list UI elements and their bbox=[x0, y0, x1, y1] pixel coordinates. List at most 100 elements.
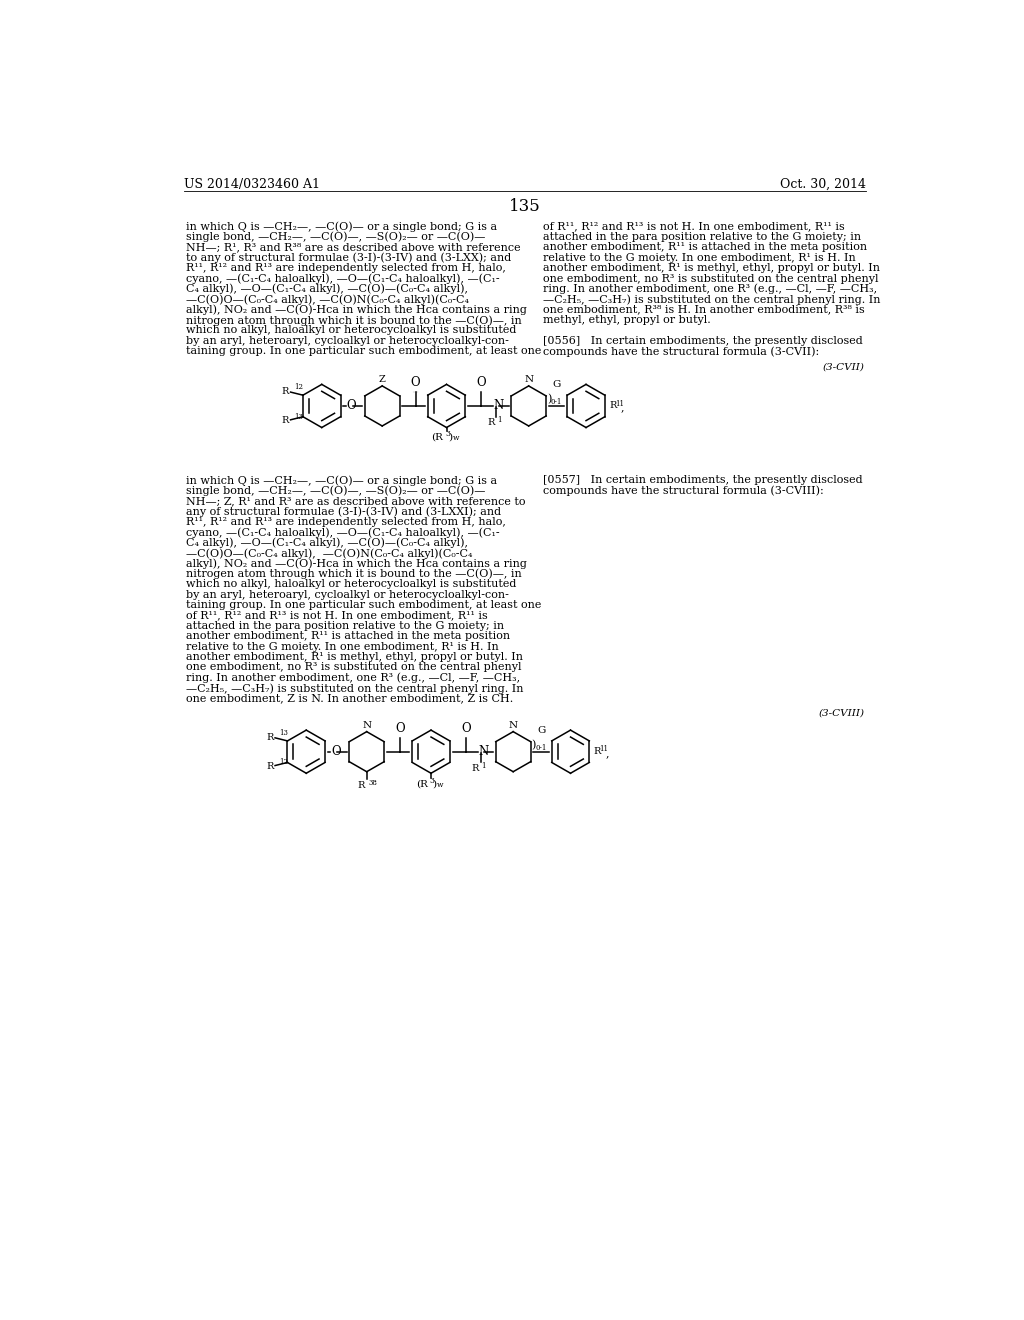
Text: which no alkyl, haloalkyl or heterocycloalkyl is substituted: which no alkyl, haloalkyl or heterocyclo… bbox=[186, 326, 516, 335]
Text: 13: 13 bbox=[295, 413, 303, 421]
Text: single bond, —CH₂—, —C(O)—, —S(O)₂— or —C(O)—: single bond, —CH₂—, —C(O)—, —S(O)₂— or —… bbox=[186, 486, 485, 496]
Text: —C(O)O—(C₀-C₄ alkyl),  —C(O)N(C₀-C₄ alkyl)(C₀-C₄: —C(O)O—(C₀-C₄ alkyl), —C(O)N(C₀-C₄ alkyl… bbox=[186, 548, 473, 558]
Text: another embodiment, R¹ is methyl, ethyl, propyl or butyl. In: another embodiment, R¹ is methyl, ethyl,… bbox=[543, 263, 880, 273]
Text: O: O bbox=[476, 376, 486, 389]
Text: R: R bbox=[594, 747, 601, 756]
Text: G: G bbox=[552, 380, 561, 389]
Text: which no alkyl, haloalkyl or heterocycloalkyl is substituted: which no alkyl, haloalkyl or heterocyclo… bbox=[186, 579, 516, 589]
Text: 11: 11 bbox=[614, 400, 624, 408]
Text: 1: 1 bbox=[497, 416, 502, 424]
Text: ): ) bbox=[547, 393, 551, 404]
Text: Oct. 30, 2014: Oct. 30, 2014 bbox=[780, 178, 866, 190]
Text: cyano, —(C₁-C₄ haloalkyl), —O—(C₁-C₄ haloalkyl), —(C₁-: cyano, —(C₁-C₄ haloalkyl), —O—(C₁-C₄ hal… bbox=[186, 527, 500, 537]
Text: 135: 135 bbox=[509, 198, 541, 215]
Text: R: R bbox=[282, 387, 289, 396]
Text: [0556]   In certain embodiments, the presently disclosed: [0556] In certain embodiments, the prese… bbox=[543, 335, 862, 346]
Text: O: O bbox=[346, 400, 356, 412]
Text: O: O bbox=[395, 722, 404, 735]
Text: ): ) bbox=[449, 433, 453, 441]
Text: N: N bbox=[478, 746, 488, 758]
Text: taining group. In one particular such embodiment, at least one: taining group. In one particular such em… bbox=[186, 346, 542, 356]
Text: in which Q is —CH₂—, —C(O)— or a single bond; G is a: in which Q is —CH₂—, —C(O)— or a single … bbox=[186, 222, 498, 232]
Text: attached in the para position relative to the G moiety; in: attached in the para position relative t… bbox=[543, 232, 861, 242]
Text: —C₂H₅, —C₃H₇) is substituted on the central phenyl ring. In: —C₂H₅, —C₃H₇) is substituted on the cent… bbox=[543, 294, 880, 305]
Text: C₄ alkyl), —O—(C₁-C₄ alkyl), —C(O)—(C₀-C₄ alkyl),: C₄ alkyl), —O—(C₁-C₄ alkyl), —C(O)—(C₀-C… bbox=[186, 284, 468, 294]
Text: of R¹¹, R¹² and R¹³ is not H. In one embodiment, R¹¹ is: of R¹¹, R¹² and R¹³ is not H. In one emb… bbox=[543, 222, 845, 231]
Text: alkyl), NO₂ and —C(O)-Hca in which the Hca contains a ring: alkyl), NO₂ and —C(O)-Hca in which the H… bbox=[186, 558, 527, 569]
Text: (R: (R bbox=[416, 779, 428, 788]
Text: R: R bbox=[266, 762, 273, 771]
Text: w: w bbox=[453, 434, 459, 442]
Text: R: R bbox=[487, 418, 495, 428]
Text: 12: 12 bbox=[279, 759, 288, 767]
Text: 38: 38 bbox=[369, 779, 377, 787]
Text: ): ) bbox=[432, 779, 436, 788]
Text: to any of structural formulae (3-I)-(3-IV) and (3-LXX); and: to any of structural formulae (3-I)-(3-I… bbox=[186, 252, 511, 263]
Text: Z: Z bbox=[379, 375, 386, 384]
Text: US 2014/0323460 A1: US 2014/0323460 A1 bbox=[183, 178, 319, 190]
Text: nitrogen atom through which it is bound to the —C(O)—, in: nitrogen atom through which it is bound … bbox=[186, 315, 522, 326]
Text: NH—; R¹, R³ and R³⁸ are as described above with reference: NH—; R¹, R³ and R³⁸ are as described abo… bbox=[186, 243, 521, 252]
Text: (3-CVIII): (3-CVIII) bbox=[818, 709, 864, 718]
Text: R: R bbox=[282, 416, 289, 425]
Text: another embodiment, R¹¹ is attached in the meta position: another embodiment, R¹¹ is attached in t… bbox=[543, 243, 866, 252]
Text: 12: 12 bbox=[295, 384, 303, 392]
Text: alkyl), NO₂ and —C(O)-Hca in which the Hca contains a ring: alkyl), NO₂ and —C(O)-Hca in which the H… bbox=[186, 305, 527, 315]
Text: C₄ alkyl), —O—(C₁-C₄ alkyl), —C(O)—(C₀-C₄ alkyl),: C₄ alkyl), —O—(C₁-C₄ alkyl), —C(O)—(C₀-C… bbox=[186, 537, 468, 548]
Text: R: R bbox=[609, 401, 616, 411]
Text: w: w bbox=[437, 781, 443, 789]
Text: N: N bbox=[524, 375, 534, 384]
Text: another embodiment, R¹¹ is attached in the meta position: another embodiment, R¹¹ is attached in t… bbox=[186, 631, 510, 642]
Text: [0557]   In certain embodiments, the presently disclosed: [0557] In certain embodiments, the prese… bbox=[543, 475, 862, 486]
Text: compounds have the structural formula (3-CVIII):: compounds have the structural formula (3… bbox=[543, 486, 823, 496]
Text: 1: 1 bbox=[481, 762, 486, 770]
Text: G: G bbox=[537, 726, 545, 735]
Text: 0-1: 0-1 bbox=[536, 744, 547, 752]
Text: any of structural formulae (3-I)-(3-IV) and (3-LXXI); and: any of structural formulae (3-I)-(3-IV) … bbox=[186, 507, 502, 517]
Text: compounds have the structural formula (3-CVII):: compounds have the structural formula (3… bbox=[543, 346, 819, 356]
Text: R: R bbox=[266, 733, 273, 742]
Text: R: R bbox=[357, 781, 366, 789]
Text: 3: 3 bbox=[445, 430, 450, 438]
Text: 13: 13 bbox=[279, 729, 288, 737]
Text: methyl, ethyl, propyl or butyl.: methyl, ethyl, propyl or butyl. bbox=[543, 315, 711, 325]
Text: ,: , bbox=[605, 748, 609, 758]
Text: in which Q is —CH₂—, —C(O)— or a single bond; G is a: in which Q is —CH₂—, —C(O)— or a single … bbox=[186, 475, 498, 486]
Text: ring. In another embodiment, one R³ (e.g., —Cl, —F, —CH₃,: ring. In another embodiment, one R³ (e.g… bbox=[186, 673, 520, 684]
Text: N: N bbox=[362, 721, 372, 730]
Text: —C(O)O—(C₀-C₄ alkyl), —C(O)N(C₀-C₄ alkyl)(C₀-C₄: —C(O)O—(C₀-C₄ alkyl), —C(O)N(C₀-C₄ alkyl… bbox=[186, 294, 469, 305]
Text: one embodiment, R³⁸ is H. In another embodiment, R³⁸ is: one embodiment, R³⁸ is H. In another emb… bbox=[543, 305, 864, 314]
Text: relative to the G moiety. In one embodiment, R¹ is H. In: relative to the G moiety. In one embodim… bbox=[543, 252, 855, 263]
Text: nitrogen atom through which it is bound to the —C(O)—, in: nitrogen atom through which it is bound … bbox=[186, 569, 522, 579]
Text: one embodiment, no R³ is substituted on the central phenyl: one embodiment, no R³ is substituted on … bbox=[543, 273, 879, 284]
Text: ,: , bbox=[621, 403, 625, 412]
Text: (R: (R bbox=[431, 433, 443, 441]
Text: O: O bbox=[331, 746, 341, 758]
Text: ): ) bbox=[531, 739, 536, 750]
Text: ring. In another embodiment, one R³ (e.g., —Cl, —F, —CH₃,: ring. In another embodiment, one R³ (e.g… bbox=[543, 284, 877, 294]
Text: O: O bbox=[411, 376, 420, 389]
Text: 3: 3 bbox=[429, 777, 434, 785]
Text: 0-1: 0-1 bbox=[551, 399, 562, 407]
Text: cyano, —(C₁-C₄ haloalkyl), —O—(C₁-C₄ haloalkyl), —(C₁-: cyano, —(C₁-C₄ haloalkyl), —O—(C₁-C₄ hal… bbox=[186, 273, 500, 284]
Text: single bond, —CH₂—, —C(O)—, —S(O)₂— or —C(O)—: single bond, —CH₂—, —C(O)—, —S(O)₂— or —… bbox=[186, 232, 485, 243]
Text: N: N bbox=[494, 400, 504, 412]
Text: of R¹¹, R¹² and R¹³ is not H. In one embodiment, R¹¹ is: of R¹¹, R¹² and R¹³ is not H. In one emb… bbox=[186, 610, 487, 620]
Text: (3-CVII): (3-CVII) bbox=[822, 363, 864, 372]
Text: relative to the G moiety. In one embodiment, R¹ is H. In: relative to the G moiety. In one embodim… bbox=[186, 642, 499, 652]
Text: N: N bbox=[509, 721, 518, 730]
Text: by an aryl, heteroaryl, cycloalkyl or heterocycloalkyl-con-: by an aryl, heteroaryl, cycloalkyl or he… bbox=[186, 335, 509, 346]
Text: one embodiment, Z is N. In another embodiment, Z is CH.: one embodiment, Z is N. In another embod… bbox=[186, 693, 513, 704]
Text: —C₂H₅, —C₃H₇) is substituted on the central phenyl ring. In: —C₂H₅, —C₃H₇) is substituted on the cent… bbox=[186, 684, 523, 694]
Text: another embodiment, R¹ is methyl, ethyl, propyl or butyl. In: another embodiment, R¹ is methyl, ethyl,… bbox=[186, 652, 523, 661]
Text: attached in the para position relative to the G moiety; in: attached in the para position relative t… bbox=[186, 620, 504, 631]
Text: 11: 11 bbox=[599, 746, 608, 754]
Text: by an aryl, heteroaryl, cycloalkyl or heterocycloalkyl-con-: by an aryl, heteroaryl, cycloalkyl or he… bbox=[186, 590, 509, 599]
Text: R: R bbox=[472, 764, 479, 774]
Text: NH—; Z, R¹ and R³ are as described above with reference to: NH—; Z, R¹ and R³ are as described above… bbox=[186, 496, 525, 506]
Text: one embodiment, no R³ is substituted on the central phenyl: one embodiment, no R³ is substituted on … bbox=[186, 663, 521, 672]
Text: R¹¹, R¹² and R¹³ are independently selected from H, halo,: R¹¹, R¹² and R¹³ are independently selec… bbox=[186, 517, 506, 527]
Text: taining group. In one particular such embodiment, at least one: taining group. In one particular such em… bbox=[186, 601, 542, 610]
Text: R¹¹, R¹² and R¹³ are independently selected from H, halo,: R¹¹, R¹² and R¹³ are independently selec… bbox=[186, 263, 506, 273]
Text: O: O bbox=[461, 722, 471, 735]
